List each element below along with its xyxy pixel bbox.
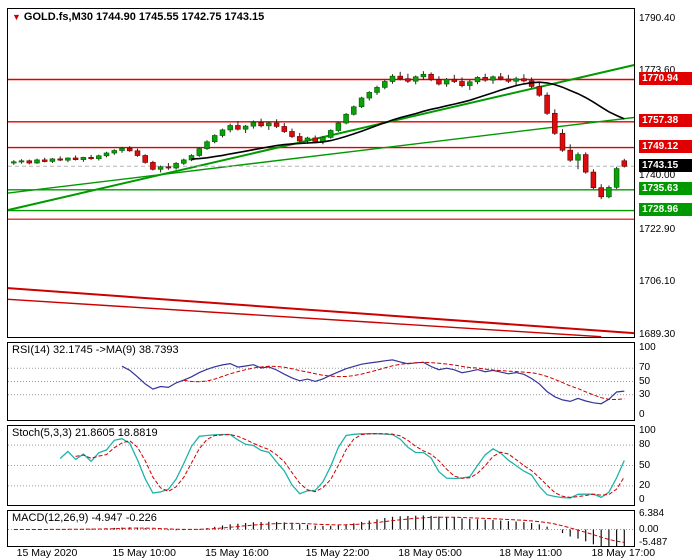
time-axis-label: 18 May 05:00	[398, 547, 462, 559]
axis-scale-label: 100	[639, 425, 656, 437]
price-axis: 1790.40 1773.60 1740.00 1722.90 1706.10 1689.…	[637, 0, 699, 560]
rsi-canvas[interactable]	[8, 343, 634, 420]
price-tag: 1770.94	[639, 72, 692, 85]
time-axis-label: 18 May 11:00	[499, 547, 563, 559]
macd-panel: MACD(12,26,9) -4.947 -0.226	[7, 510, 635, 547]
axis-scale-label: 50	[639, 459, 651, 471]
stochastic-canvas[interactable]	[8, 426, 634, 505]
axis-scale-label: -5.487	[639, 537, 668, 549]
axis-scale-label: 100	[639, 342, 656, 354]
stochastic-label: Stoch(5,3,3) 21.8605 18.8819	[12, 427, 158, 439]
time-axis-label: 15 May 10:00	[112, 547, 176, 559]
price-tag: 1749.12	[639, 140, 692, 154]
axis-scale-label: 20	[639, 479, 651, 491]
price-tag: 1735.63	[639, 182, 692, 196]
axis-scale-label: 1722.90	[639, 223, 676, 235]
main-chart-panel: ▼ GOLD.fs,M30 1744.90 1745.55 1742.75 174…	[7, 8, 635, 338]
time-axis-label: 15 May 16:00	[205, 547, 269, 559]
axis-scale-label: 0	[639, 408, 645, 420]
time-axis-label: 15 May 22:00	[305, 547, 370, 559]
price-tag: 1757.38	[639, 114, 692, 128]
time-axis-label: 15 May 2020	[16, 547, 78, 559]
time-axis: 15 May 2020 15 May 10:00 15 May 16:00 15 Ma…	[0, 547, 700, 560]
price-tag: 1728.96	[639, 203, 692, 217]
chart-title-text: GOLD.fs,M30 1744.90 1745.55 1742.75 1743…	[23, 11, 265, 23]
axis-scale-label: 0.00	[639, 523, 659, 535]
chart-title: ▼ GOLD.fs,M30 1744.90 1745.55 1742.75 174…	[12, 11, 264, 23]
axis-scale-label: 1706.10	[639, 276, 676, 287]
time-axis-label: 18 May 17:00	[591, 547, 656, 559]
axis-scale-label: 0	[639, 493, 645, 505]
axis-scale-label: 70	[639, 362, 651, 374]
macd-canvas[interactable]	[8, 511, 634, 546]
axis-scale-label: 50	[639, 375, 651, 387]
axis-scale-label: 1689.30	[639, 328, 676, 340]
axis-scale-label: 1740.00	[639, 170, 676, 182]
rsi-panel: RSI(14) 32.1745 ->MA(9) 38.7393	[7, 342, 635, 421]
stochastic-panel: Stoch(5,3,3) 21.8605 18.8819	[7, 425, 635, 506]
price-tag: 1743.15	[639, 158, 692, 172]
rsi-label: RSI(14) 32.1745 ->MA(9) 38.7393	[12, 344, 179, 356]
axis-scale-label: 80	[639, 439, 651, 451]
main-chart-canvas[interactable]	[8, 9, 634, 337]
axis-scale-label: 30	[639, 388, 651, 400]
axis-scale-label: 1790.40	[639, 12, 676, 24]
chart-symbol-icon: ▼	[12, 12, 21, 22]
macd-label: MACD(12,26,9) -4.947 -0.226	[12, 512, 157, 524]
axis-scale-label: 1773.60	[639, 65, 676, 77]
axis-scale-label: 6.384	[639, 507, 665, 519]
